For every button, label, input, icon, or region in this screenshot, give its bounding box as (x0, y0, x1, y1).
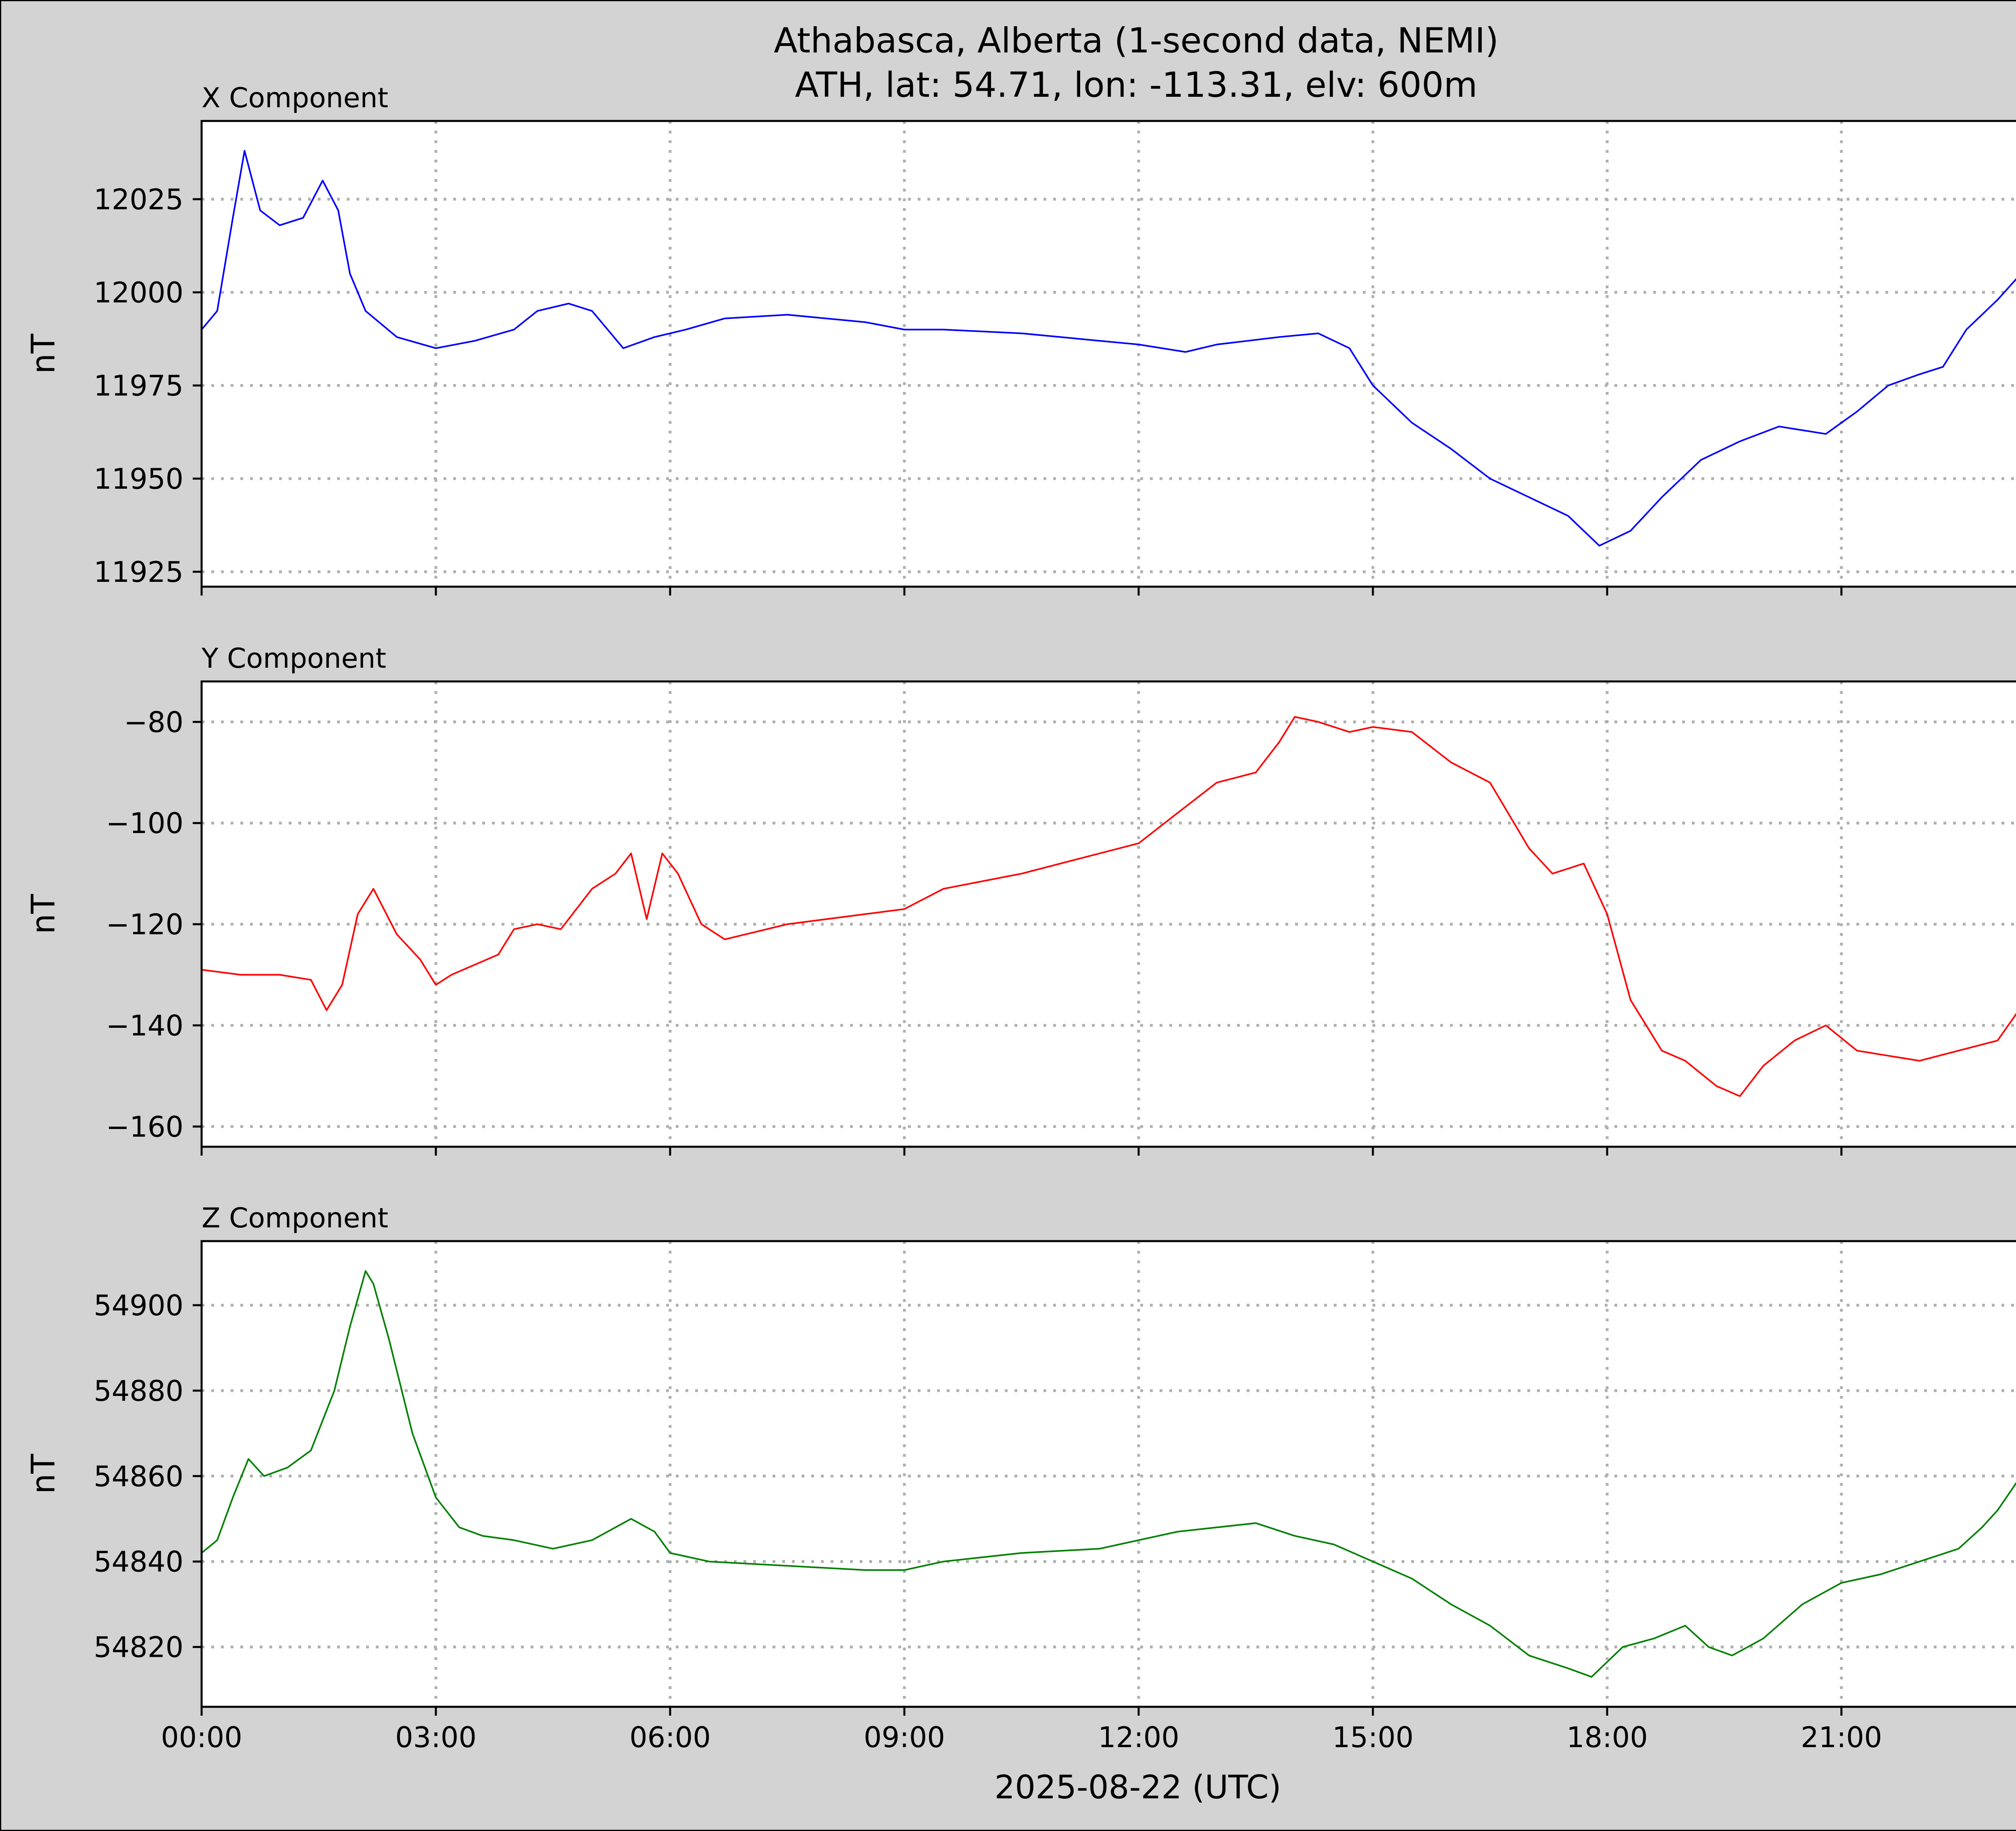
plot-frame (200, 680, 2016, 1148)
panel-3: Z Component nT 00:00 03:00 06:00 09:00 12:00 15… (25, 1202, 2016, 1754)
x-tick-label: 15:00 (1332, 1721, 1414, 1754)
plot-frame (200, 120, 2016, 588)
plot-area (202, 1241, 2016, 1707)
x-tick-label: 00:00 (161, 1721, 242, 1754)
y-tick-label: 54860 (94, 1460, 183, 1493)
y-tick-label: 54880 (94, 1375, 183, 1408)
y-tick-label: −160 (106, 1110, 183, 1144)
plot-area (202, 681, 2016, 1147)
y-tick-label: −140 (106, 1009, 183, 1042)
plot-area (202, 121, 2016, 587)
y-tick-label: 11925 (94, 556, 183, 589)
y-tick-label: 12025 (94, 183, 183, 216)
panels: X Component nT 11925 11950 11975 12000 12025 Y … (25, 82, 2016, 1754)
x-tick-label: 09:00 (864, 1721, 945, 1754)
panel-title: X Component (202, 82, 388, 114)
series-line (202, 716, 2016, 1097)
y-tick-label: −100 (106, 807, 183, 840)
y-axis-label: nT (25, 333, 62, 374)
y-tick-label: 12000 (94, 276, 183, 309)
panel-title: Z Component (202, 1202, 388, 1234)
y-tick-label: 11975 (94, 369, 183, 402)
x-tick-label: 18:00 (1566, 1721, 1648, 1754)
series-line (202, 1270, 2016, 1678)
chart-title-line-1: Athabasca, Alberta (1-second data, NEMI) (774, 21, 1499, 61)
x-tick-label: 21:00 (1801, 1721, 1882, 1754)
y-tick-label: 54820 (94, 1631, 183, 1664)
x-tick-label: 12:00 (1098, 1721, 1179, 1754)
plot-frame (200, 1240, 2016, 1708)
x-axis-label: 2025-08-22 (UTC) (994, 1769, 1281, 1806)
x-tick-label: 03:00 (395, 1721, 477, 1754)
series-line (202, 150, 2016, 547)
panel-title: Y Component (201, 643, 386, 675)
y-tick-label: 11950 (94, 462, 183, 496)
x-tick-label: 06:00 (629, 1721, 711, 1754)
y-tick-label: 54840 (94, 1546, 183, 1579)
chart-title-line-2: ATH, lat: 54.71, lon: -113.31, elv: 600m (795, 65, 1478, 105)
y-tick-label: 54900 (94, 1289, 183, 1322)
y-tick-label: −120 (106, 908, 183, 941)
y-axis-label: nT (25, 1454, 62, 1494)
panel-2: Y Component nT −160 −140 −120 −100 −80 (25, 643, 2016, 1156)
panel-1: X Component nT 11925 11950 11975 12000 12025 (25, 82, 2016, 596)
y-tick-label: −80 (124, 706, 183, 739)
y-axis-label: nT (25, 894, 62, 934)
